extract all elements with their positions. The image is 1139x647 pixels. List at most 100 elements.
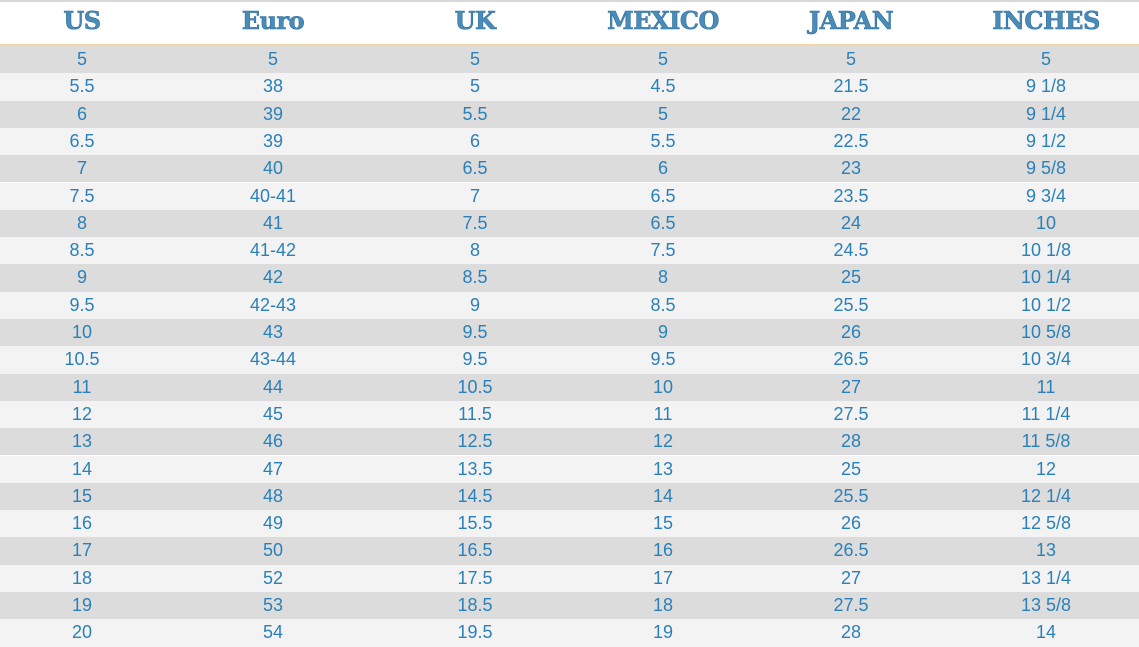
table-row: 7 40 6.5 6 23 9 5/8 [0,155,1139,183]
table-cell: 7.5 [69,185,95,206]
table-row: 15 48 14.5 14 25.5 12 1/4 [0,482,1139,511]
table-cell: 5 [469,49,480,69]
table-header: US Euro UK MEXICO JAPAN INCHES [0,2,1139,46]
table-cell: 10 5/8 [1020,322,1072,342]
column-header: Euro [241,6,305,36]
table-cell: 6 [657,158,668,179]
table-row: 10 43 9.5 9 26 10 5/8 [0,319,1139,347]
table-cell: 13.5 [457,458,493,479]
table-cell: 43 [262,322,284,342]
table-row: 9.5 42-43 9 8.5 25.5 10 1/2 [0,291,1139,319]
table-row: 14 47 13.5 13 25 12 [0,455,1139,483]
table-cell: 49 [262,513,284,534]
table-cell: 13 5/8 [1020,595,1072,615]
table-cell: 9.5 [462,322,488,342]
table-cell: 12 5/8 [1020,513,1072,534]
table-cell: 9 [657,322,668,342]
table-cell: 39 [262,103,284,124]
table-row: 13 46 12.5 12 28 11 5/8 [0,428,1139,456]
table-cell: 17.5 [457,567,493,588]
column-header: UK [454,6,496,36]
table-cell: 22.5 [833,130,869,151]
table-cell: 19.5 [457,622,493,643]
table-cell: 16 [652,540,674,561]
table-cell: 52 [262,567,284,588]
table-cell: 15.5 [457,513,493,534]
table-row: 6.5 39 6 5.5 22.5 9 1/2 [0,127,1139,156]
table-cell: 9.5 [69,294,95,315]
table-row: 16 49 15.5 15 26 12 5/8 [0,510,1139,538]
table-cell: 10 [71,322,93,342]
table-cell: 10 1/8 [1020,240,1072,261]
table-cell: 12 [1035,458,1057,479]
table-cell: 20 [71,622,93,643]
table-cell: 25 [840,458,862,479]
table-row: 6 39 5.5 5 22 9 1/4 [0,100,1139,128]
table-cell: 6.5 [650,212,676,233]
table-cell: 38 [262,76,284,97]
table-cell: 7.5 [650,240,676,261]
table-cell: 17 [652,567,674,588]
table-cell: 8.5 [462,267,488,288]
table-cell: 11.5 [458,403,492,424]
table-cell: 39 [262,130,284,151]
table-cell: 5 [469,76,480,97]
column-header: JAPAN [808,6,894,36]
table-cell: 18 [71,567,93,588]
table-cell: 25.5 [833,485,869,506]
table-cell: 14.5 [457,485,493,506]
table-cell: 13 [652,458,674,479]
table-cell: 27 [840,376,862,397]
table-row: 19 53 18.5 18 27.5 13 5/8 [0,592,1139,620]
table-cell: 18 [652,595,674,615]
table-cell: 7 [469,185,480,206]
table-row: 5 5 5 5 5 5 [0,46,1139,74]
table-cell: 16 [71,513,93,534]
table-cell: 9 1/8 [1025,76,1067,97]
table-cell: 14 [1035,622,1057,643]
table-cell: 9 5/8 [1025,158,1067,179]
table-cell: 4.5 [650,76,676,97]
table-cell: 16.5 [457,540,493,561]
table-cell: 5 [1040,49,1051,69]
table-row: 20 54 19.5 19 28 14 [0,619,1139,647]
table-cell: 11 [653,403,673,424]
table-cell: 48 [262,485,284,506]
table-cell: 11 [72,376,92,397]
table-cell: 10 1/4 [1020,267,1072,288]
table-cell: 14 [71,458,93,479]
table-cell: 27.5 [833,595,869,615]
table-cell: 24.5 [833,240,869,261]
table-cell: 8.5 [69,240,95,261]
table-cell: 42-43 [249,294,297,315]
table-row: 12 45 11.5 11 27.5 11 1/4 [0,400,1139,429]
table-cell: 42 [262,267,284,288]
table-cell: 6.5 [462,158,488,179]
table-cell: 45 [262,403,284,424]
table-cell: 6 [76,103,87,124]
table-cell: 9 [76,267,87,288]
table-cell: 5.5 [462,103,488,124]
table-cell: 15 [652,513,674,534]
table-cell: 10.5 [457,376,493,397]
table-cell: 8.5 [650,294,676,315]
table-cell: 24 [840,212,862,233]
table-cell: 25.5 [833,294,869,315]
column-header: US [63,6,101,36]
table-cell: 25 [840,267,862,288]
table-row: 11 44 10.5 10 27 11 [0,373,1139,401]
table-cell: 44 [262,376,284,397]
table-cell: 40-41 [249,185,297,206]
column-header: INCHES [992,6,1101,36]
table-cell: 10 1/2 [1020,294,1072,315]
table-cell: 27 [840,567,862,588]
table-cell: 9.5 [462,349,488,370]
table-row: 17 50 16.5 16 26.5 13 [0,537,1139,565]
table-cell: 50 [262,540,284,561]
table-cell: 7 [76,158,87,179]
table-cell: 9.5 [650,349,676,370]
table-row: 8.5 41-42 8 7.5 24.5 10 1/8 [0,237,1139,265]
table-cell: 5 [657,49,668,69]
table-cell: 22 [840,103,862,124]
table-cell: 8 [657,267,668,288]
